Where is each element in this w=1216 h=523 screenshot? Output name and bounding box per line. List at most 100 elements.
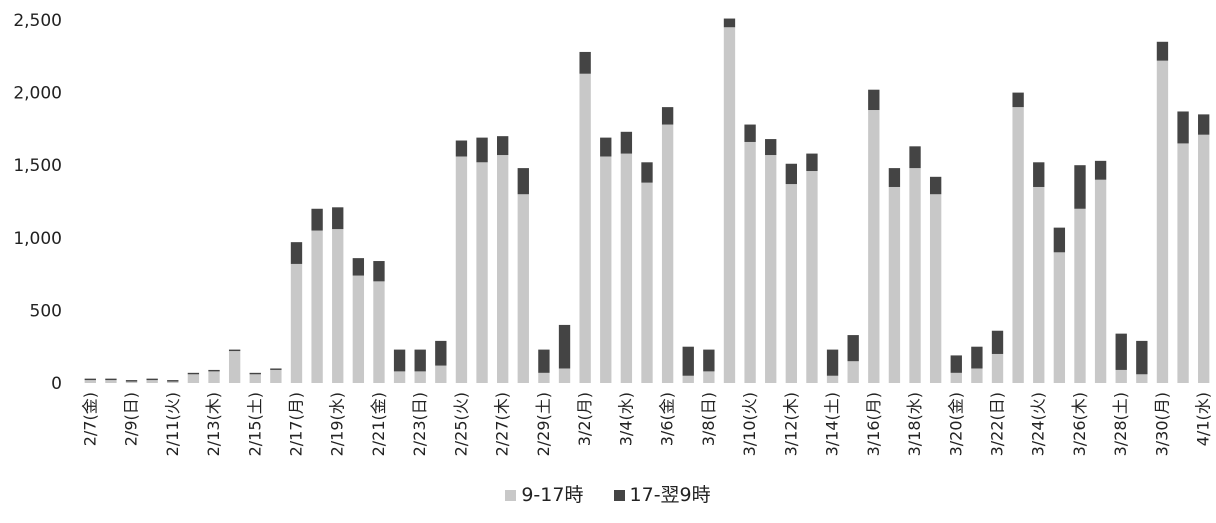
bar-night [228, 349, 241, 352]
bar-daytime [1074, 208, 1086, 383]
x-tick-label: 2/21(金) [369, 392, 388, 456]
x-axis: 2/7(金) 2/9(日) 2/11(火) 2/13(木) 2/15(土) 2/17(月)… [80, 392, 1212, 456]
bar-night [332, 207, 344, 230]
bar-daytime [826, 375, 839, 383]
bar-daytime [847, 361, 859, 383]
x-tick-label: 3/4(水) [616, 392, 635, 446]
bar-night [888, 168, 901, 187]
bar-daytime [888, 186, 901, 383]
x-tick-label: 3/8(日) [699, 392, 718, 446]
legend-item-daytime: 9-17時 [505, 480, 583, 507]
y-tick-label: 500 [30, 301, 62, 321]
bar-night [538, 349, 550, 373]
x-tick-label: 3/20(金) [946, 392, 965, 456]
x-tick-label: 3/30(月) [1152, 392, 1171, 456]
y-axis: 0 500 1,000 1,500 2,000 2,500 [13, 11, 62, 394]
bar-night [249, 372, 261, 375]
x-tick-label: 2/11(火) [163, 392, 182, 456]
bar-daytime [270, 369, 282, 383]
bar-daytime [332, 229, 344, 383]
x-tick-label: 2/27(木) [493, 392, 512, 456]
x-tick-label: 3/22(日) [988, 392, 1007, 456]
bar-daytime [558, 368, 571, 383]
bar-daytime [393, 371, 406, 383]
bar-night [1012, 92, 1024, 108]
bar-daytime [1177, 143, 1189, 383]
bar-night [455, 140, 468, 157]
bar-night [476, 137, 488, 163]
bar-night [765, 139, 777, 156]
legend: 9-17時 17-翌9時 [0, 480, 1216, 507]
bar-night [1094, 160, 1107, 180]
bar-daytime [1115, 369, 1127, 383]
bar-night [1074, 165, 1086, 209]
bar-daytime [661, 124, 674, 383]
x-tick-label: 2/13(木) [204, 392, 223, 456]
legend-label-night: 17-翌9時 [629, 484, 711, 506]
bar-night [517, 168, 529, 195]
bar-daytime [991, 353, 1004, 383]
bar-night [991, 330, 1004, 354]
bar-daytime [105, 380, 117, 383]
bar-night [600, 137, 612, 157]
bar-night [373, 261, 385, 282]
bar-night [1053, 227, 1066, 253]
bar-daytime [476, 162, 488, 383]
bar-daytime [682, 375, 694, 383]
bar-night [579, 51, 591, 74]
x-tick-label: 2/15(土) [245, 392, 264, 456]
bar-daytime [538, 372, 550, 383]
bar-daytime [1053, 252, 1066, 383]
bar-daytime [744, 141, 756, 383]
bar-daytime [517, 194, 529, 383]
bar-night [641, 162, 653, 183]
bar-night [971, 346, 983, 369]
bar-daytime [187, 374, 200, 383]
bar-night [125, 380, 138, 382]
bar-daytime [929, 194, 942, 383]
bars [84, 18, 1210, 384]
bar-daytime [868, 110, 880, 384]
bar-night [826, 349, 839, 376]
bar-daytime [1136, 374, 1148, 383]
bar-night [847, 335, 859, 362]
x-tick-label: 3/14(土) [823, 392, 842, 456]
bar-night [167, 380, 179, 382]
bar-daytime [414, 371, 426, 383]
y-tick-label: 1,500 [13, 156, 62, 176]
bar-daytime [311, 230, 323, 383]
bar-night [1177, 111, 1189, 144]
legend-item-night: 17-翌9時 [613, 480, 711, 507]
bar-daytime [84, 380, 96, 383]
bar-daytime [167, 381, 179, 383]
bar-daytime [950, 372, 962, 383]
bar-daytime [620, 153, 633, 383]
x-tick-label: 4/1(水) [1194, 392, 1213, 446]
x-tick-label: 2/9(日) [122, 392, 141, 446]
bar-night [1156, 41, 1169, 61]
x-tick-label: 3/6(金) [658, 392, 677, 446]
legend-swatch-night [613, 490, 625, 501]
legend-label-daytime: 9-17時 [521, 484, 584, 506]
bar-daytime [785, 184, 797, 383]
bar-daytime [1198, 134, 1210, 383]
x-tick-label: 3/10(火) [740, 392, 759, 456]
bar-daytime [208, 371, 220, 383]
bar-night [352, 258, 365, 276]
bar-night [105, 378, 117, 381]
bar-daytime [228, 351, 241, 383]
bar-night [661, 107, 674, 125]
bar-night [558, 324, 571, 369]
x-tick-label: 3/16(月) [864, 392, 883, 456]
bar-night [868, 89, 880, 111]
bar-daytime [703, 371, 715, 383]
y-tick-label: 0 [51, 374, 62, 394]
bar-daytime [641, 182, 653, 383]
bar-daytime [125, 381, 138, 383]
bar-night [909, 146, 921, 169]
x-tick-label: 2/23(日) [410, 392, 429, 456]
bar-night [703, 349, 715, 372]
x-tick-label: 3/18(水) [905, 392, 924, 456]
x-tick-label: 2/17(月) [286, 392, 305, 456]
bar-night [270, 368, 282, 370]
